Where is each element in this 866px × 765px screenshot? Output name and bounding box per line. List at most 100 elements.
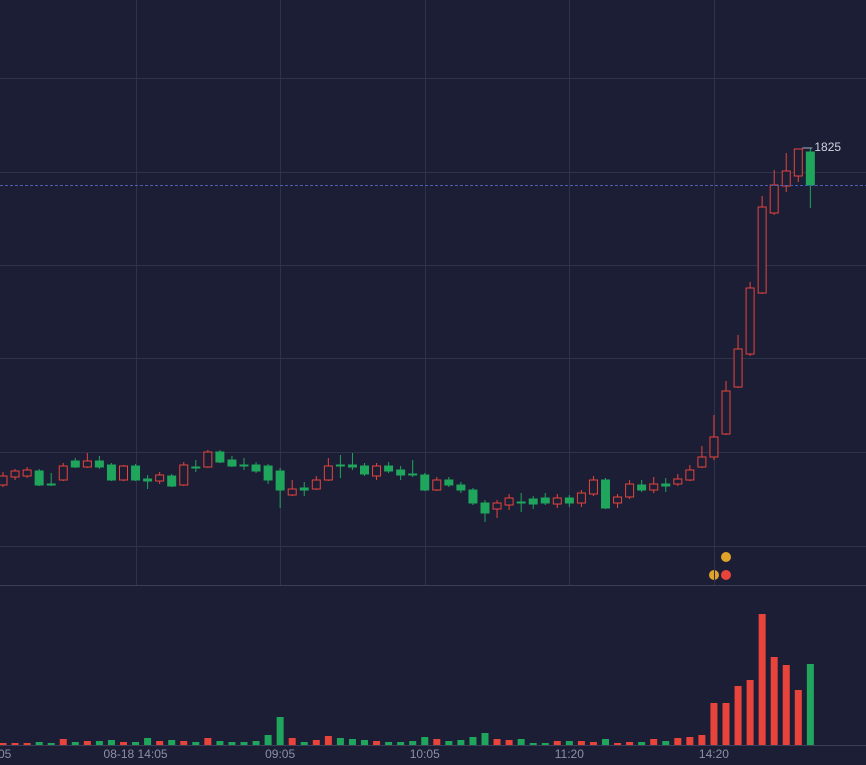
volume-bar xyxy=(228,742,236,745)
candle-body xyxy=(444,479,454,486)
candle-body xyxy=(793,148,803,177)
x-tick-label: 14:20 xyxy=(699,747,729,761)
volume-bar xyxy=(312,740,320,745)
volume-bar xyxy=(132,742,140,745)
candle-body xyxy=(564,497,574,504)
x-tick-label: 10:05 xyxy=(410,747,440,761)
volume-bar xyxy=(204,738,212,745)
volume-bar xyxy=(686,737,694,745)
candle-body xyxy=(673,478,683,485)
candle-body xyxy=(733,348,743,388)
volume-bar xyxy=(385,742,393,745)
candle-body xyxy=(504,497,514,506)
x-tick-label: 08-18 14:05 xyxy=(104,747,168,761)
candle-body xyxy=(721,390,731,435)
candle-body xyxy=(745,287,755,355)
volume-bar xyxy=(168,740,176,745)
volume-bar xyxy=(240,742,248,745)
candle-body xyxy=(155,474,165,482)
volume-bar xyxy=(710,703,718,745)
candle-body xyxy=(661,483,671,487)
volume-bar xyxy=(505,740,513,745)
volume-bar xyxy=(541,743,549,745)
volume-bar xyxy=(638,742,646,745)
candle-body xyxy=(131,465,141,481)
event-marker xyxy=(721,570,731,580)
candle-body xyxy=(372,465,382,477)
volume-bar xyxy=(794,690,802,745)
candle-body xyxy=(22,469,32,477)
candle-body xyxy=(82,460,92,468)
candle-body xyxy=(106,464,116,481)
volume-bar xyxy=(722,703,730,745)
volume-bar xyxy=(0,743,7,745)
candle-body xyxy=(649,483,659,491)
volume-bar xyxy=(397,742,405,745)
max-price-label: 1825 xyxy=(814,140,841,154)
candle-body xyxy=(58,465,68,481)
volume-bar xyxy=(59,739,67,745)
volume-bar xyxy=(746,680,754,745)
volume-bar xyxy=(361,740,368,745)
volume-bar xyxy=(589,742,597,745)
volume-bar xyxy=(180,741,188,745)
volume-bar xyxy=(35,742,43,745)
volume-bar xyxy=(348,739,356,745)
candle-body xyxy=(251,464,261,472)
volume-bar xyxy=(565,741,573,745)
candle-body xyxy=(215,451,225,463)
volume-bar xyxy=(421,737,429,745)
candle-body xyxy=(10,470,20,478)
volume-bar xyxy=(264,735,272,745)
volume-bar xyxy=(806,664,814,745)
candle-body xyxy=(323,465,333,481)
volume-bar xyxy=(324,736,332,745)
volume-bar xyxy=(469,737,477,745)
candle-body xyxy=(552,497,562,505)
volume-bar xyxy=(529,743,537,745)
volume-bar xyxy=(11,743,19,745)
candle-body xyxy=(191,466,201,469)
volume-bar xyxy=(602,739,609,745)
candle-body xyxy=(456,484,466,491)
volume-bar xyxy=(23,743,31,745)
volume-bar xyxy=(252,741,260,745)
candle-body xyxy=(637,484,647,491)
volume-bar xyxy=(336,738,344,745)
volume-bar xyxy=(288,738,296,745)
candle-body xyxy=(781,170,791,187)
volume-bar xyxy=(83,741,91,745)
candle-body xyxy=(420,474,430,491)
candle-body xyxy=(263,465,273,481)
volume-bar xyxy=(770,657,778,745)
candle-body xyxy=(576,492,586,504)
candle-body xyxy=(805,151,815,186)
candle-body xyxy=(203,451,213,468)
candle-body xyxy=(492,502,502,510)
candle-body xyxy=(179,464,189,486)
volume-bar xyxy=(650,739,658,745)
candle-body xyxy=(396,469,406,476)
candle-body xyxy=(528,498,538,505)
volume-bar xyxy=(120,742,127,745)
candle-body xyxy=(468,489,478,504)
candle-body xyxy=(119,465,128,481)
volume-bar xyxy=(734,686,742,745)
volume-bar xyxy=(674,738,682,745)
volume-bar xyxy=(445,741,453,745)
volume-bar xyxy=(433,739,441,745)
candle-body xyxy=(757,206,767,294)
candle-body xyxy=(70,460,80,468)
volume-bar xyxy=(144,738,152,745)
candle-body xyxy=(167,475,177,487)
candle-body xyxy=(588,479,598,495)
candle-body xyxy=(46,483,56,486)
candle-body xyxy=(709,436,719,458)
volume-bar xyxy=(373,741,381,745)
candle-body xyxy=(697,456,707,468)
candle-body xyxy=(287,488,297,496)
candle-body xyxy=(34,470,44,486)
candle-body xyxy=(432,479,442,491)
candle-body xyxy=(540,497,550,504)
